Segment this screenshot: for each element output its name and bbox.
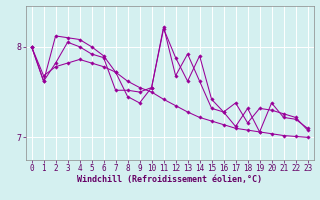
X-axis label: Windchill (Refroidissement éolien,°C): Windchill (Refroidissement éolien,°C)	[77, 175, 262, 184]
